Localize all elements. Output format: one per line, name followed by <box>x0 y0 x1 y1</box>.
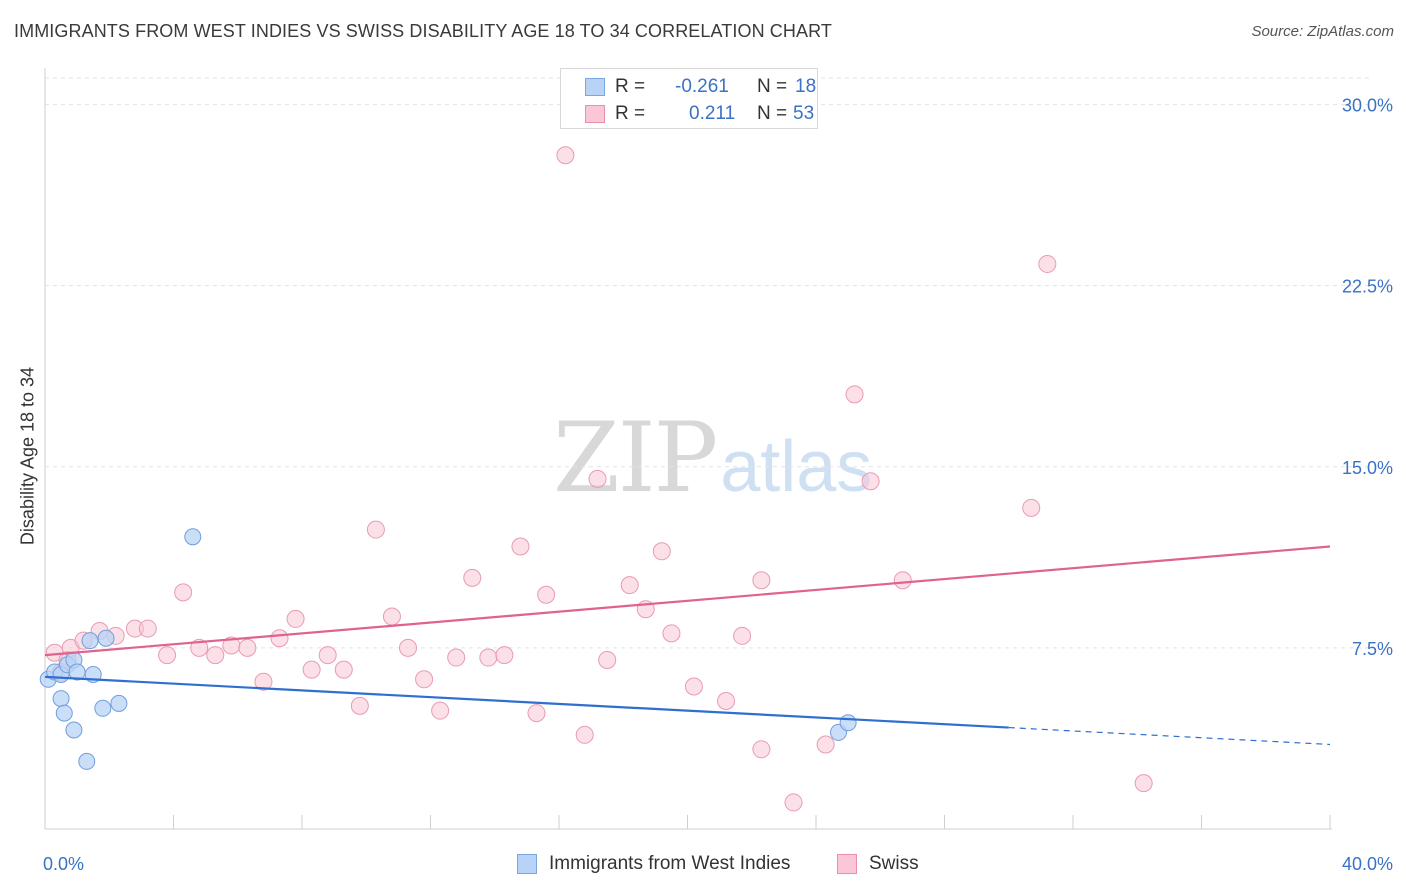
swiss-point <box>511 537 530 556</box>
west-indies-point <box>52 690 70 708</box>
series-label-swiss: Swiss <box>869 853 919 874</box>
swiss-point <box>1038 254 1057 273</box>
swiss-point <box>1022 498 1041 517</box>
swiss-point <box>399 638 418 657</box>
west-indies-point <box>55 704 73 722</box>
swiss-point <box>415 670 434 689</box>
swiss-point <box>684 677 703 696</box>
swiss-point <box>270 629 289 648</box>
series-swatch-west-indies <box>517 854 537 874</box>
swiss-point <box>527 704 546 723</box>
swiss-point <box>190 638 209 657</box>
swiss-point <box>556 146 575 165</box>
swiss-point <box>334 660 353 679</box>
swiss-point <box>620 576 639 595</box>
r-value: -0.261 <box>675 76 729 97</box>
swiss-point <box>350 696 369 715</box>
x-tick-label: 40.0% <box>1342 854 1393 874</box>
y-tick-label: 22.5% <box>1342 277 1393 297</box>
swiss-trend-line <box>44 545 1331 657</box>
swiss-point <box>206 646 225 665</box>
swiss-point <box>784 793 803 812</box>
series-legend-west-indies: Immigrants from West Indies <box>517 852 790 876</box>
west-indies-trend-line <box>44 675 1009 729</box>
swiss-point <box>893 571 912 590</box>
n-value: 18 <box>795 76 817 97</box>
swiss-point <box>845 385 864 404</box>
swiss-point <box>662 624 681 643</box>
swiss-point <box>286 609 305 628</box>
swiss-point <box>717 692 736 711</box>
west-indies-point <box>97 629 115 647</box>
chart-source: Source: ZipAtlas.com <box>1251 23 1394 40</box>
swiss-point <box>174 583 193 602</box>
swiss-point <box>733 626 752 645</box>
west-indies-trend-extension <box>1008 726 1331 746</box>
n-label: N = <box>757 76 788 97</box>
x-tick-label: 0.0% <box>43 854 84 874</box>
swiss-point <box>366 520 385 539</box>
swiss-point <box>861 472 880 491</box>
y-tick-label: 30.0% <box>1342 96 1393 116</box>
series-legend: Immigrants from West Indies Swiss <box>0 852 1406 878</box>
swiss-point <box>598 650 617 669</box>
r-value: 0.211 <box>689 103 736 124</box>
swiss-point <box>816 735 835 754</box>
swiss-point <box>431 701 450 720</box>
swiss-point <box>752 740 771 759</box>
west-indies-point <box>94 699 112 717</box>
series-swatch-swiss <box>837 854 857 874</box>
series-legend-swiss: Swiss <box>837 852 919 876</box>
west-indies-point <box>81 632 99 650</box>
swiss-point <box>588 469 607 488</box>
legend-swatch-west-indies <box>585 78 605 96</box>
n-label: N = <box>757 103 788 124</box>
y-tick-label: 15.0% <box>1342 458 1393 478</box>
chart-title: IMMIGRANTS FROM WEST INDIES VS SWISS DIS… <box>14 21 832 41</box>
swiss-point <box>537 585 556 604</box>
swiss-point <box>652 542 671 561</box>
swiss-point <box>1134 774 1153 793</box>
swiss-point <box>302 660 321 679</box>
swiss-point <box>447 648 466 667</box>
swiss-point <box>575 725 594 744</box>
west-indies-point <box>65 721 83 739</box>
swiss-point <box>479 648 498 667</box>
west-indies-point <box>184 528 202 546</box>
y-tick-label: 7.5% <box>1352 639 1393 659</box>
swiss-point <box>463 568 482 587</box>
swiss-point <box>138 619 157 638</box>
swiss-point <box>238 638 257 657</box>
y-axis-title: Disability Age 18 to 34 <box>17 366 38 546</box>
swiss-point <box>752 571 771 590</box>
west-indies-point <box>110 694 128 712</box>
r-label: R = <box>615 103 646 124</box>
swiss-point <box>382 607 401 626</box>
stats-legend: R = -0.261 N = 18 R = 0.211 N = 53 <box>560 68 818 129</box>
swiss-point <box>158 646 177 665</box>
west-indies-point <box>839 714 857 732</box>
swiss-point <box>495 646 514 665</box>
swiss-point <box>254 672 273 691</box>
swiss-point <box>318 646 337 665</box>
r-label: R = <box>615 76 646 97</box>
west-indies-point <box>78 752 96 770</box>
n-value: 53 <box>793 103 815 124</box>
legend-swatch-swiss <box>585 105 605 123</box>
series-label-west-indies: Immigrants from West Indies <box>549 853 791 874</box>
